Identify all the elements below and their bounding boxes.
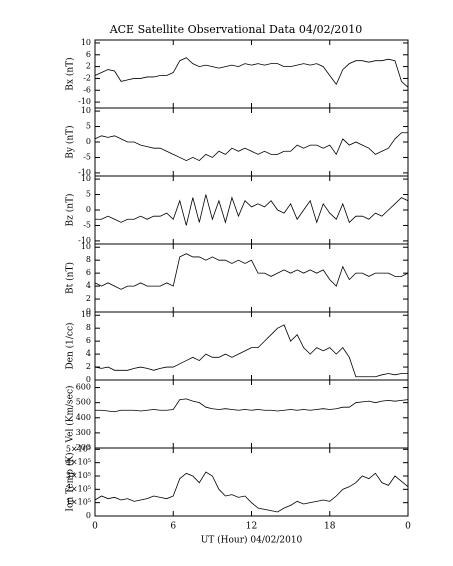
y-axis-label: Bz (nT) — [65, 193, 76, 226]
y-tick-label: 0 — [86, 511, 91, 520]
y-axis-label: Ion Temp (K) — [65, 452, 76, 511]
panel-frame — [94, 379, 409, 449]
data-line — [94, 324, 408, 378]
y-tick-label: 300 — [76, 428, 91, 437]
panel-frame — [94, 311, 409, 381]
y-tick-label: 200 — [76, 443, 91, 452]
y-tick-label: -10 — [78, 97, 91, 106]
y-axis-label: Vel (Km/sec) — [65, 385, 76, 443]
y-tick-label: 2 — [86, 62, 91, 71]
y-tick-label: 4×10⁵ — [66, 458, 91, 467]
y-tick-label: 5 — [86, 122, 91, 131]
y-tick-label: 0 — [86, 375, 91, 384]
x-axis-label: UT (Hour) 04/02/2010 — [201, 535, 303, 546]
data-line — [94, 132, 408, 162]
y-tick-label: -10 — [78, 168, 91, 177]
y-tick-label: -5 — [83, 220, 91, 229]
y-tick-label: 6 — [86, 336, 91, 345]
y-axis-label: By (nT) — [65, 125, 76, 158]
y-tick-label: 4 — [86, 281, 91, 290]
y-tick-label: 10 — [81, 38, 91, 47]
y-tick-label: 3×10⁵ — [66, 471, 91, 480]
data-line — [95, 398, 409, 413]
y-tick-label: 10 — [81, 310, 91, 319]
y-tick-label: 600 — [76, 383, 91, 392]
y-tick-label: 10 — [81, 174, 91, 183]
y-tick-label: 500 — [76, 398, 91, 407]
y-tick-label: 5 — [86, 190, 91, 199]
y-tick-label: 6 — [86, 50, 91, 59]
y-tick-label: 0 — [86, 307, 91, 316]
data-line — [95, 194, 409, 226]
y-tick-label: 400 — [76, 413, 91, 422]
x-tick-label: 6 — [170, 522, 176, 532]
y-axis-label: Bx (nT) — [65, 57, 76, 90]
y-tick-label: 2 — [86, 294, 91, 303]
y-tick-label: 1×10⁵ — [66, 498, 91, 507]
y-tick-label: 10 — [81, 106, 91, 115]
x-tick-label: 12 — [246, 522, 257, 532]
y-tick-label: -10 — [78, 236, 91, 245]
y-axis-label: Den (1/cc) — [65, 322, 76, 369]
y-tick-label: 2×10⁵ — [66, 484, 91, 493]
data-line — [94, 471, 409, 513]
data-line — [94, 57, 409, 88]
y-tick-label: 10 — [81, 242, 91, 251]
y-tick-label: 8 — [86, 323, 91, 332]
y-tick-label: 4 — [86, 349, 91, 358]
y-tick-label: 8 — [86, 255, 91, 264]
data-line — [94, 253, 409, 290]
panel-frame — [94, 447, 409, 517]
x-tick-label: 18 — [324, 522, 336, 532]
y-tick-label: 6 — [86, 268, 91, 277]
y-tick-label: 5×10⁵ — [66, 444, 91, 453]
x-tick-label: 0 — [92, 522, 98, 532]
y-tick-label: 2 — [86, 362, 91, 371]
y-tick-label: 0 — [86, 137, 91, 146]
panel-frame — [94, 107, 409, 177]
y-axis-label: Bt (nT) — [65, 262, 76, 294]
y-tick-label: -5 — [83, 152, 91, 161]
panel-frame — [94, 243, 409, 313]
y-tick-label: -2 — [83, 73, 91, 82]
chart-title: ACE Satellite Observational Data 04/02/2… — [109, 23, 363, 36]
x-tick-label: 0 — [405, 522, 411, 532]
panel-frame — [94, 175, 409, 245]
y-tick-label: 0 — [86, 205, 91, 214]
y-tick-label: -6 — [83, 85, 91, 94]
panel-frame — [94, 39, 409, 109]
